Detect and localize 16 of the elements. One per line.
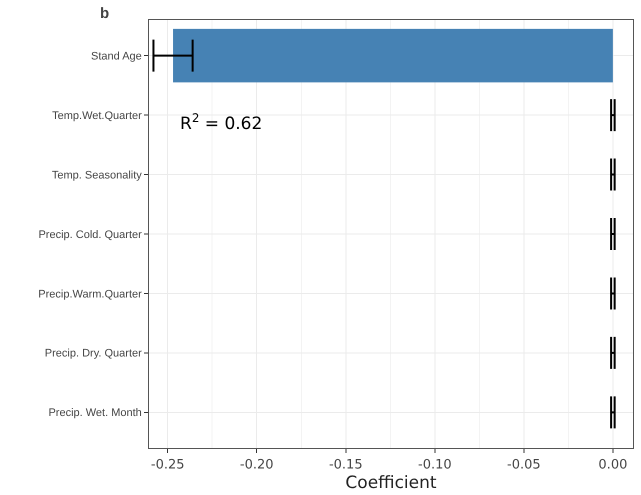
x-tick-label: -0.15 bbox=[328, 458, 363, 473]
x-tick-label: -0.10 bbox=[418, 458, 452, 473]
x-tick-label: 0.00 bbox=[598, 458, 628, 473]
annotation: R$^{2}$ = 0.62 bbox=[180, 111, 262, 134]
x-axis-title: Coefficient bbox=[345, 473, 437, 493]
y-tick-label: Precip. Wet. Month bbox=[48, 407, 142, 420]
y-tick-label: Precip. Dry. Quarter bbox=[44, 348, 142, 360]
x-tick-label: -0.20 bbox=[240, 458, 274, 473]
x-tick-label: -0.05 bbox=[507, 458, 541, 473]
y-tick-label: Stand Age bbox=[91, 50, 142, 63]
y-tick-label: Precip.Warm.Quarter bbox=[38, 288, 142, 300]
y-tick-label: Precip. Cold. Quarter bbox=[38, 228, 142, 241]
y-tick-label: Temp. Seasonality bbox=[52, 169, 142, 182]
x-tick-label: -0.25 bbox=[150, 458, 185, 473]
chart-title: b bbox=[100, 4, 110, 22]
y-tick-label: Temp.Wet.Quarter bbox=[52, 110, 142, 122]
